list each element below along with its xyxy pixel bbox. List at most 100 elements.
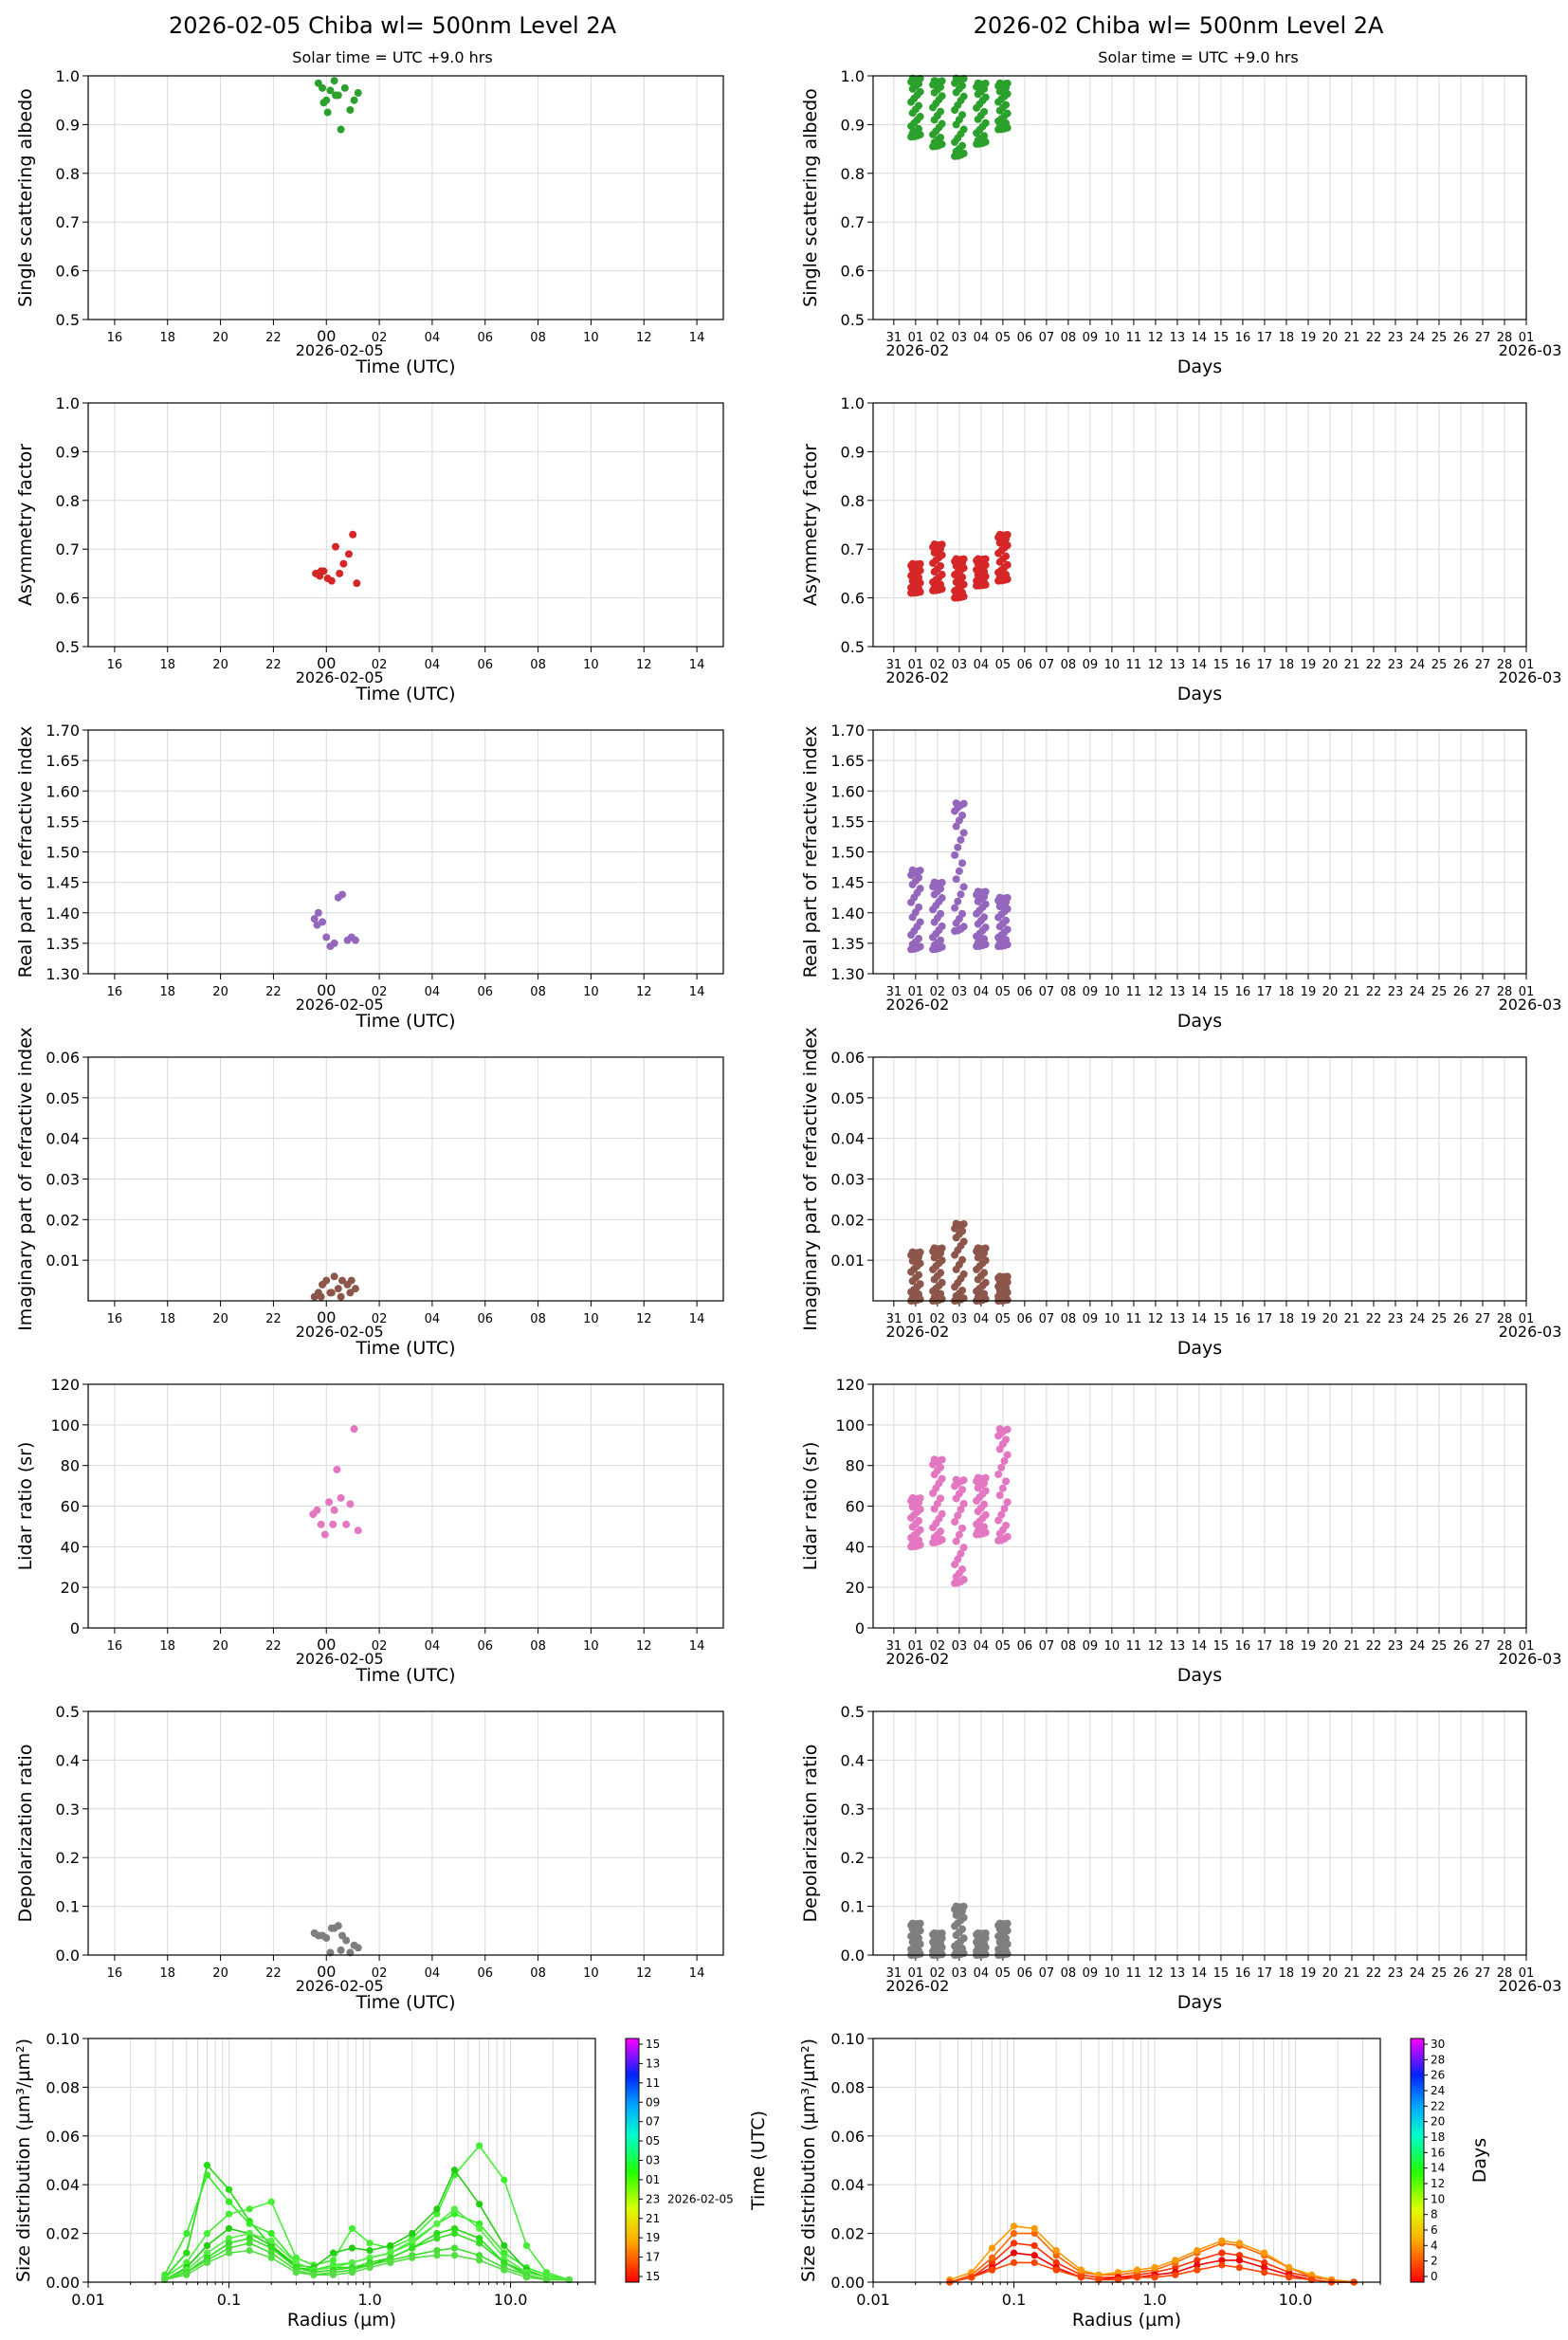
y-tick-label: 1.65 [46, 752, 80, 770]
x-tick-label: 26 [1453, 331, 1469, 345]
y-tick-label: 1.40 [830, 905, 865, 923]
colorbar-tick-label: 13 [646, 2057, 660, 2070]
x-axis-label: Days [1177, 684, 1222, 704]
data-point [915, 101, 923, 110]
series-point [433, 2230, 441, 2238]
x-tick-label: 06 [1017, 1966, 1033, 1981]
series-point [225, 2210, 233, 2218]
series-point [1010, 2249, 1018, 2257]
data-point [320, 1530, 329, 1539]
series-point [1095, 2276, 1103, 2284]
data-point [937, 107, 945, 116]
x-tick-label: 21 [1344, 1966, 1360, 1981]
x-tick-label: 04 [425, 1966, 441, 1981]
series-point [1235, 2252, 1244, 2259]
x-tick-label: 02 [930, 985, 946, 999]
ssa-daily-frame [87, 75, 724, 320]
data-point [959, 555, 968, 563]
data-point [340, 83, 349, 92]
x-tick-label: 09 [1083, 658, 1099, 672]
x-tick-label: 14 [1192, 1639, 1208, 1654]
y-tick-label: 0.0 [841, 1947, 865, 1965]
y-tick-label: 1.0 [56, 394, 80, 412]
data-point [938, 1244, 946, 1252]
x-tick-label: 06 [477, 1966, 493, 1981]
x-tick-label: 12 [1148, 985, 1164, 999]
y-axis-label: Real part of refractive index [15, 726, 36, 978]
y-axis-label: Single scattering albedo [15, 88, 36, 307]
x-tick-label: 28 [1497, 1966, 1513, 1981]
y-tick-label: 1.65 [830, 752, 865, 770]
x-tick-label: 08 [530, 658, 546, 672]
y-tick-label: 0.02 [46, 1211, 80, 1229]
x-tick-label: 01 [908, 1312, 924, 1326]
series-point [476, 2201, 483, 2208]
series-point [476, 2239, 483, 2247]
data-point [995, 1272, 1004, 1281]
colorbar-tick-label: 26 [1431, 2069, 1445, 2082]
y-tick-label: 0.10 [46, 2030, 80, 2048]
imag-daily-frame [87, 1056, 724, 1302]
data-point [959, 1934, 968, 1943]
x-tick-label: 04 [974, 1312, 990, 1326]
data-point [998, 1484, 1007, 1492]
data-point [350, 96, 358, 104]
colorbar-tick-label: 0 [1431, 2270, 1438, 2283]
x-tick-label: 12 [1148, 331, 1164, 345]
data-point [332, 91, 340, 100]
data-point [938, 1278, 946, 1287]
x-tick-label: 07 [1039, 658, 1055, 672]
x-tick-label: 16 [107, 1966, 123, 1981]
data-point [937, 909, 945, 918]
y-tick-label: 0.8 [56, 165, 80, 183]
ssa-monthly-panel: 0.5 0.6 0.7 0.8 0.9 1.0 Single scattering albe… [800, 67, 1561, 377]
x-tick-label: 11 [1126, 331, 1142, 345]
x-tick-label: 12 [1148, 1639, 1164, 1654]
x-tick-label: 24 [1410, 1966, 1426, 1981]
x-tick-label: 12 [636, 985, 652, 999]
data-point [342, 1520, 351, 1528]
real-monthly-panel: 1.30 1.35 1.40 1.45 1.50 1.55 1.60 1.65 1.70 Real… [800, 722, 1561, 1032]
data-point [322, 933, 331, 941]
data-point [930, 1244, 939, 1252]
x-tick-label: 14 [1192, 331, 1208, 345]
y-tick-label: 1.60 [46, 782, 80, 800]
data-point [995, 79, 1004, 87]
colorbar-axis-label: Time (UTC) [748, 2111, 769, 2211]
series-point [988, 2244, 996, 2252]
data-point [916, 1259, 924, 1268]
series-point [1133, 2274, 1141, 2281]
x-axis-label: Time (UTC) [355, 1011, 455, 1032]
y-tick-label: 0.2 [56, 1849, 80, 1867]
colorbar-tick-label: 07 [646, 2115, 660, 2129]
series-point [225, 2185, 233, 2193]
series-point [1261, 2258, 1268, 2267]
y-tick-label: 0.8 [841, 492, 865, 510]
x-tick-label: 23 [1388, 985, 1404, 999]
data-point [339, 559, 348, 568]
y-tick-label: 0.00 [46, 2274, 80, 2292]
x-tick-label: 16 [1235, 658, 1251, 672]
data-point [954, 897, 962, 905]
x-tick-label: 21 [1344, 985, 1360, 999]
data-point [937, 1494, 945, 1503]
imag-monthly-panel: 0.01 0.02 0.03 0.04 0.05 0.06 Imaginary part o… [800, 1027, 1561, 1359]
size-dist-left-panel: 0.00 0.02 0.04 0.06 0.08 0.10 0.01 0.1 1.0 10.0 Ra… [13, 2030, 769, 2331]
data-point [915, 1517, 923, 1526]
x-tick-label: 16 [1235, 985, 1251, 999]
y-axis-label: Size distribution (µm³/µm²) [798, 2038, 819, 2282]
x-tick-label: 16 [1235, 1639, 1251, 1654]
series-point [267, 2237, 275, 2244]
data-point [916, 87, 924, 96]
data-point [354, 88, 362, 97]
series-point [1172, 2257, 1179, 2264]
real-daily-panel: 1.30 1.35 1.40 1.45 1.50 1.55 1.60 1.65 1.70 Real… [15, 722, 724, 1032]
series-point [1218, 2257, 1226, 2264]
series-point [161, 2276, 169, 2284]
series-point [565, 2276, 573, 2284]
series-point [501, 2266, 508, 2274]
x-tick-label: 16 [1235, 1312, 1251, 1326]
data-point [916, 1280, 924, 1289]
data-point [980, 1523, 989, 1531]
